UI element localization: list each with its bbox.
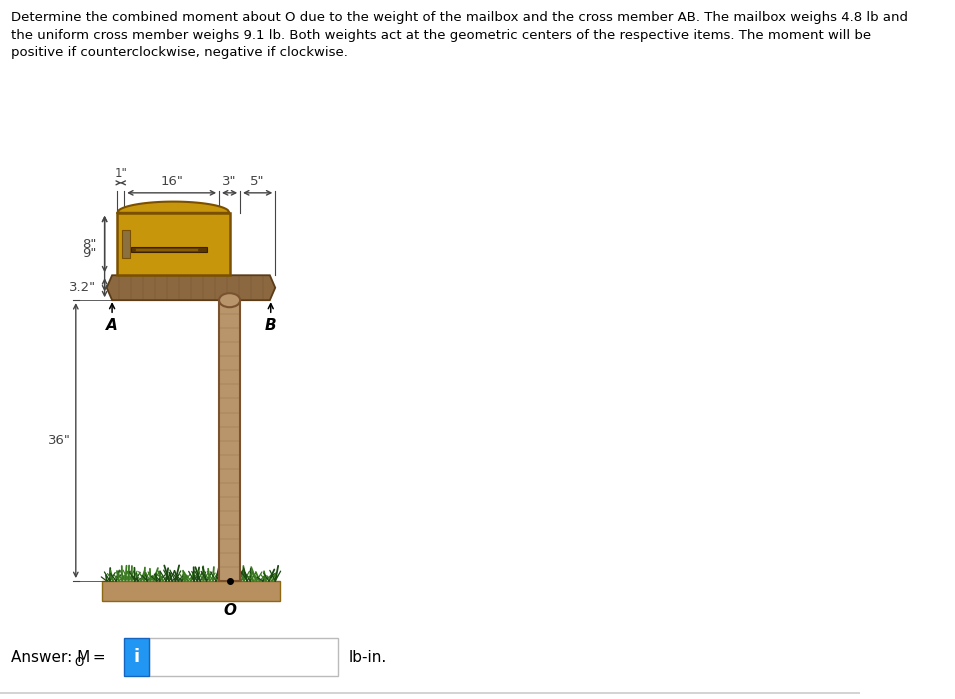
Polygon shape bbox=[107, 275, 275, 300]
Bar bbox=[121, 230, 130, 258]
Text: 1": 1" bbox=[115, 167, 127, 180]
Bar bbox=[135, 247, 198, 250]
Ellipse shape bbox=[219, 293, 240, 308]
Text: 3.2": 3.2" bbox=[70, 281, 96, 294]
Bar bbox=[219, 300, 240, 581]
Text: 3": 3" bbox=[223, 175, 237, 188]
Bar bbox=[117, 212, 229, 275]
Text: 9": 9" bbox=[82, 247, 96, 260]
Bar bbox=[124, 638, 149, 676]
Bar bbox=[149, 638, 338, 676]
Bar bbox=[102, 581, 280, 601]
Text: O: O bbox=[223, 603, 236, 618]
Bar bbox=[131, 247, 207, 252]
Text: i: i bbox=[134, 648, 139, 666]
Text: 5": 5" bbox=[250, 175, 265, 188]
Text: Determine the combined moment about O due to the weight of the mailbox and the c: Determine the combined moment about O du… bbox=[11, 11, 908, 59]
Text: =: = bbox=[88, 649, 106, 665]
Text: B: B bbox=[265, 318, 277, 333]
Polygon shape bbox=[117, 201, 229, 212]
Text: Answer: M: Answer: M bbox=[11, 649, 90, 665]
Text: 8": 8" bbox=[82, 238, 96, 250]
Text: O: O bbox=[74, 656, 84, 668]
Text: 36": 36" bbox=[48, 434, 71, 447]
Text: 16": 16" bbox=[160, 175, 183, 188]
Text: A: A bbox=[106, 318, 118, 333]
Text: lb-in.: lb-in. bbox=[349, 649, 387, 665]
